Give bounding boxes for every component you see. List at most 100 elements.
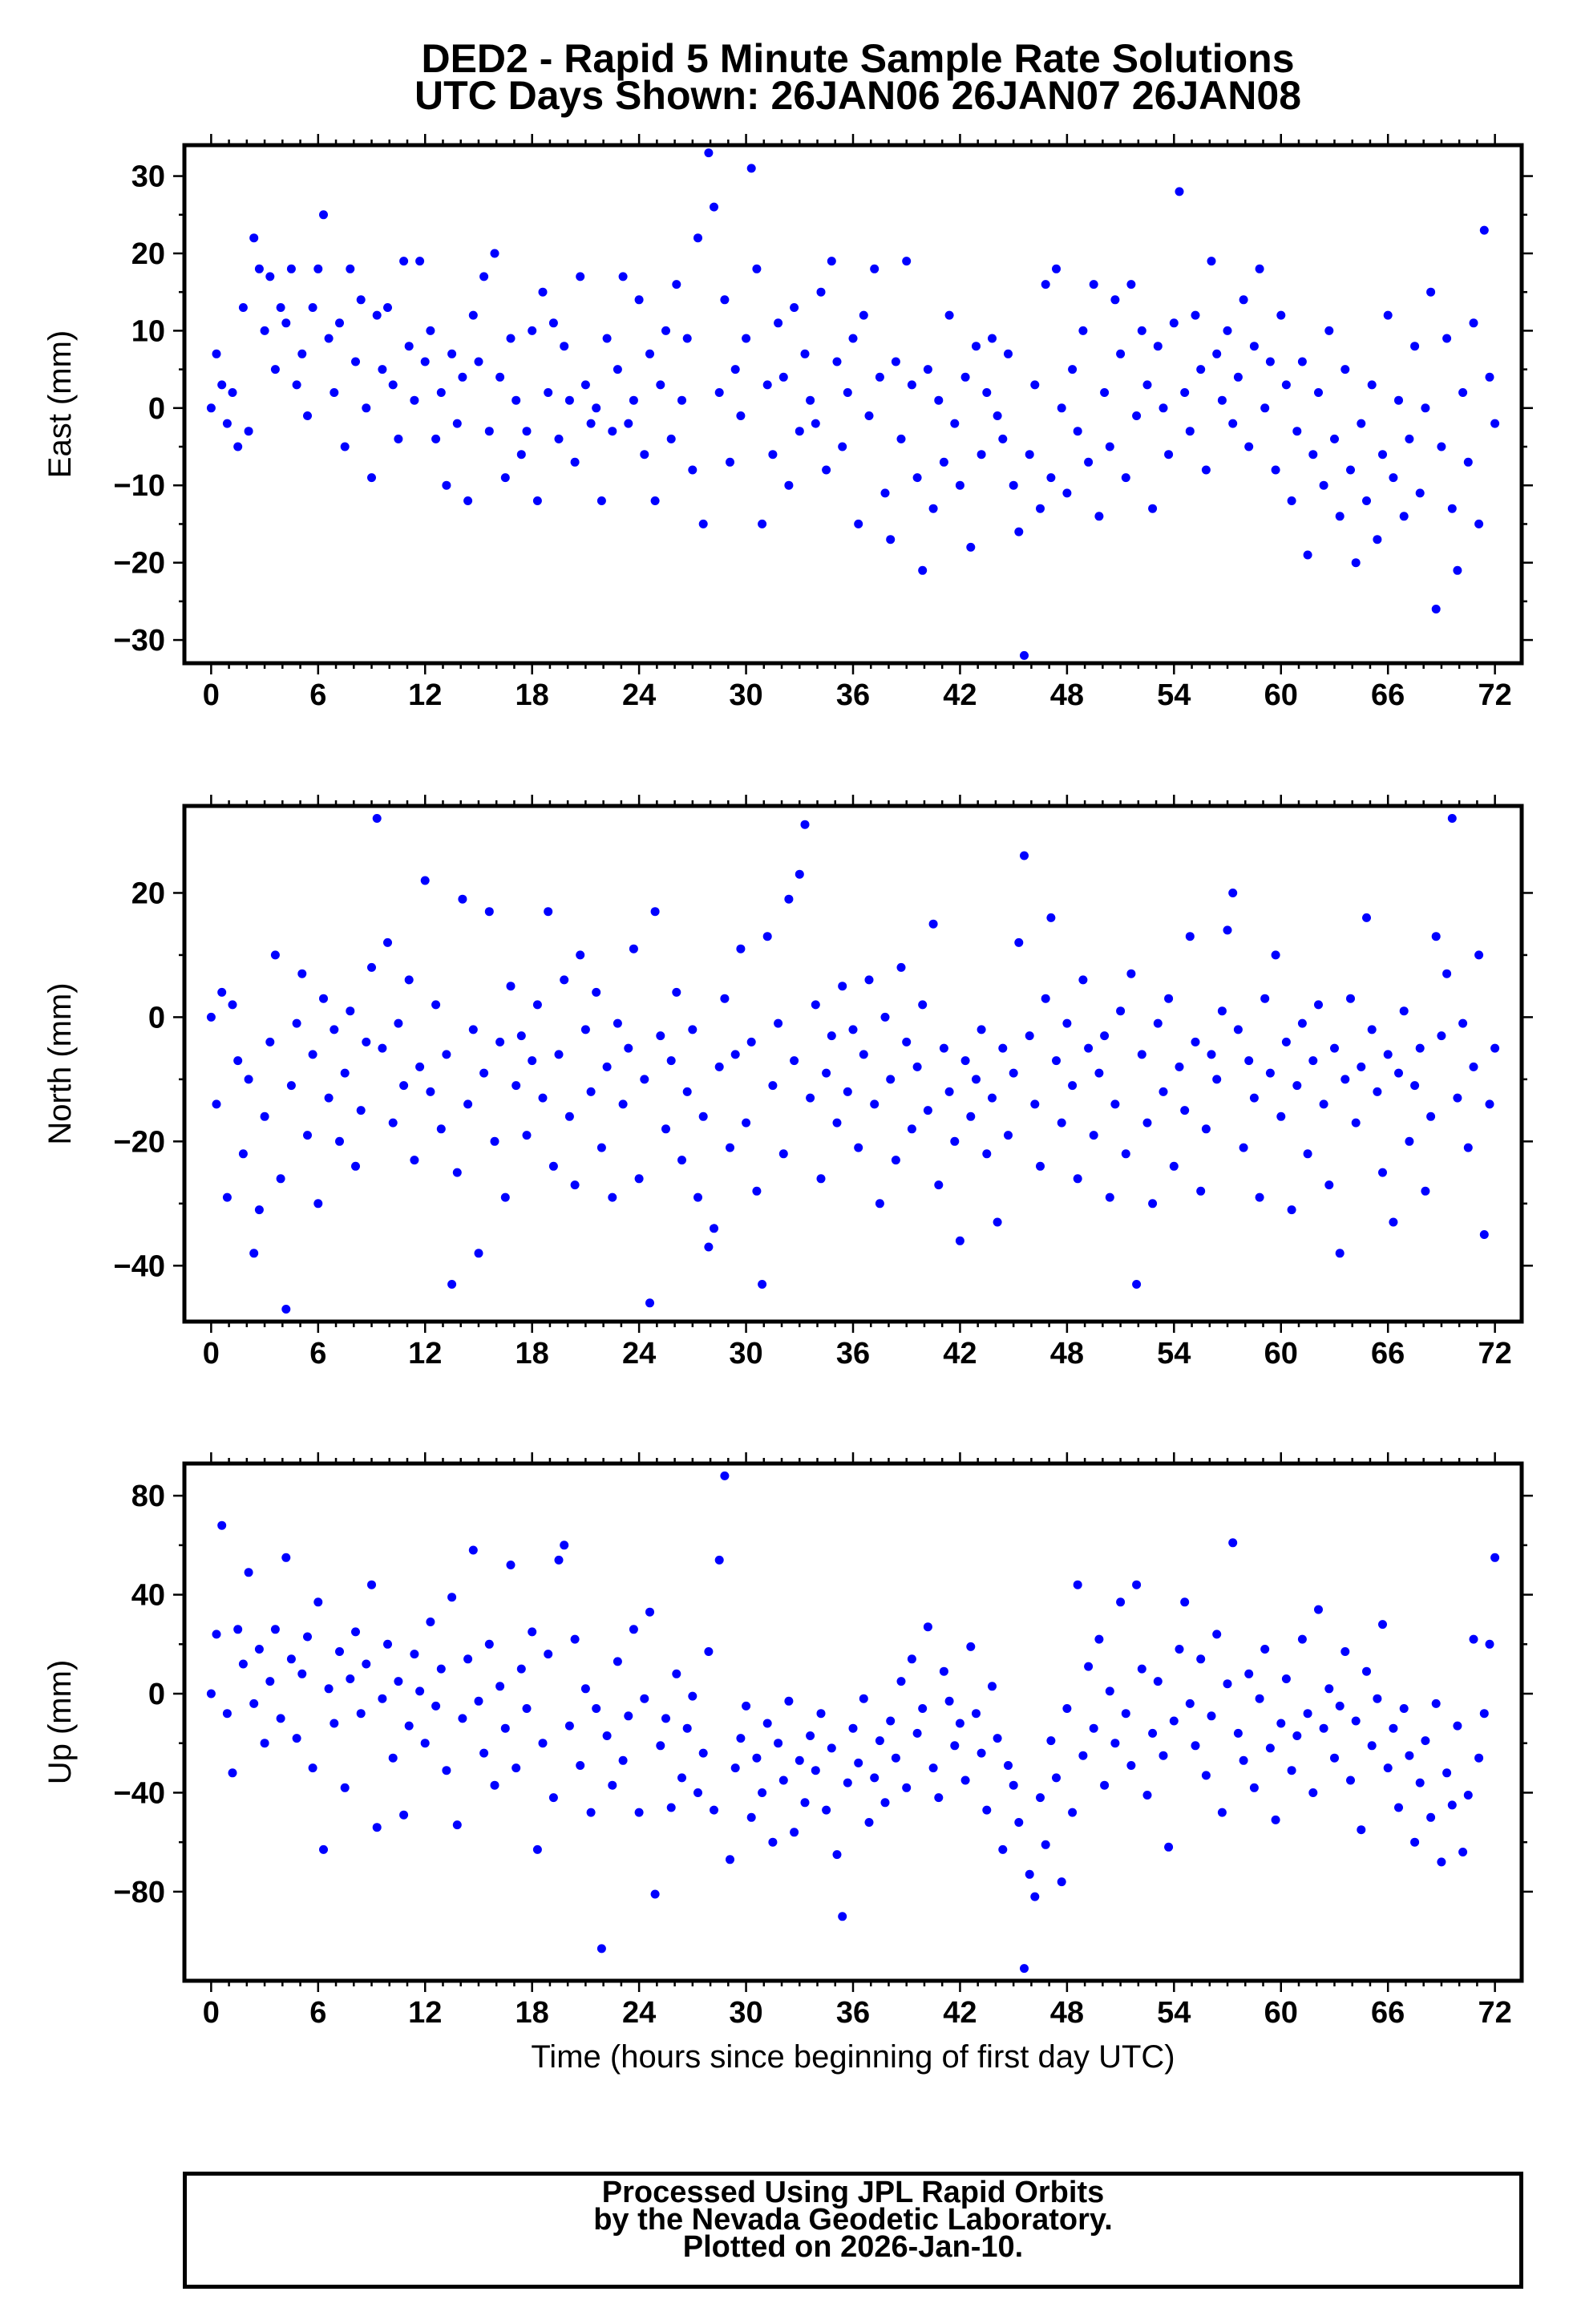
data-point xyxy=(1191,310,1200,320)
data-point xyxy=(1207,1711,1216,1721)
data-point xyxy=(1030,380,1040,390)
data-point xyxy=(233,1056,243,1066)
data-point xyxy=(1212,1630,1222,1639)
data-point xyxy=(864,411,874,420)
data-point xyxy=(896,434,906,443)
data-point xyxy=(972,1709,981,1719)
data-point xyxy=(875,1736,884,1746)
data-point xyxy=(495,372,505,382)
data-point xyxy=(886,535,896,545)
data-point xyxy=(1437,442,1446,451)
data-point xyxy=(1346,465,1355,475)
data-point xyxy=(1180,1106,1190,1115)
data-point xyxy=(939,1043,948,1053)
data-point xyxy=(1057,403,1066,413)
data-point xyxy=(217,987,227,997)
data-point xyxy=(918,1000,928,1010)
data-point xyxy=(624,419,633,428)
data-point xyxy=(827,1031,836,1041)
x-tick-label: 54 xyxy=(1157,678,1191,712)
data-point xyxy=(1373,1087,1382,1096)
panel-2: 0 6 12 18 24 30 36 42 48 54 60 66 72 20 0 −20 −40 North (… xyxy=(42,795,1533,1371)
data-point xyxy=(977,1025,986,1034)
data-point xyxy=(1121,473,1130,483)
x-tick-label: 48 xyxy=(1050,1337,1084,1371)
data-point xyxy=(399,1810,409,1820)
data-point xyxy=(1346,994,1355,1003)
data-point xyxy=(1469,1634,1478,1644)
data-point xyxy=(265,272,275,281)
data-point xyxy=(276,303,285,312)
data-point xyxy=(532,1000,542,1010)
data-point xyxy=(1041,280,1050,289)
data-point xyxy=(1009,480,1018,490)
data-point xyxy=(902,1037,912,1047)
data-point xyxy=(1479,1230,1489,1239)
data-point xyxy=(854,1143,863,1152)
data-point xyxy=(576,950,585,960)
data-point xyxy=(340,442,350,451)
data-point xyxy=(726,1855,734,1864)
data-point xyxy=(736,411,746,420)
data-point xyxy=(1421,1186,1430,1196)
data-point xyxy=(698,1748,708,1758)
y-tick-label: −40 xyxy=(114,1249,165,1283)
data-point xyxy=(1442,1768,1452,1778)
data-point xyxy=(442,1766,451,1775)
x-tick-label: 24 xyxy=(622,1996,656,2030)
data-point xyxy=(848,334,858,343)
data-point xyxy=(415,257,425,266)
data-point xyxy=(1287,496,1296,505)
data-point xyxy=(324,1093,334,1103)
data-point xyxy=(394,1677,403,1686)
x-tick-label: 66 xyxy=(1371,1337,1405,1371)
data-point xyxy=(1367,1025,1377,1034)
footer-line-2: by the Nevada Geodetic Laboratory. xyxy=(593,2203,1113,2237)
data-point xyxy=(378,365,387,375)
data-point xyxy=(1062,1704,1072,1713)
data-point xyxy=(1014,527,1024,536)
data-point xyxy=(1437,1857,1446,1867)
data-point xyxy=(528,1627,537,1637)
data-point xyxy=(1228,889,1238,897)
data-point xyxy=(404,342,414,351)
data-point xyxy=(1303,550,1312,560)
data-point xyxy=(548,1793,558,1803)
data-point xyxy=(742,1701,751,1711)
data-point xyxy=(1175,1062,1184,1071)
data-point xyxy=(886,1075,896,1084)
data-point xyxy=(848,1025,858,1034)
series-points xyxy=(206,814,1500,1314)
data-point xyxy=(682,1723,692,1733)
data-point xyxy=(1126,1761,1136,1770)
data-point xyxy=(500,473,510,483)
data-point xyxy=(244,1568,253,1577)
data-point xyxy=(1330,1753,1339,1763)
data-point xyxy=(522,1131,532,1140)
data-point xyxy=(629,395,638,405)
data-point xyxy=(720,994,730,1003)
data-point xyxy=(758,1788,767,1797)
data-point xyxy=(1078,975,1088,985)
data-point xyxy=(356,1709,366,1719)
data-point xyxy=(1415,488,1425,498)
data-point xyxy=(854,519,863,528)
data-point xyxy=(426,1087,435,1096)
data-point xyxy=(1378,450,1387,460)
x-tick-label: 6 xyxy=(309,678,326,712)
data-point xyxy=(672,280,681,289)
data-point xyxy=(704,1647,714,1656)
data-point xyxy=(1233,1728,1243,1738)
data-point xyxy=(1164,994,1174,1003)
data-point xyxy=(602,1731,612,1740)
x-tick-label: 54 xyxy=(1157,1996,1191,2030)
data-point xyxy=(516,1031,526,1041)
data-point xyxy=(383,937,392,947)
data-point xyxy=(848,1723,858,1733)
data-point xyxy=(1004,349,1013,358)
data-point xyxy=(1233,372,1243,382)
data-point xyxy=(372,814,382,823)
data-point xyxy=(988,1682,997,1691)
data-point xyxy=(811,1000,820,1010)
data-point xyxy=(645,1607,654,1617)
